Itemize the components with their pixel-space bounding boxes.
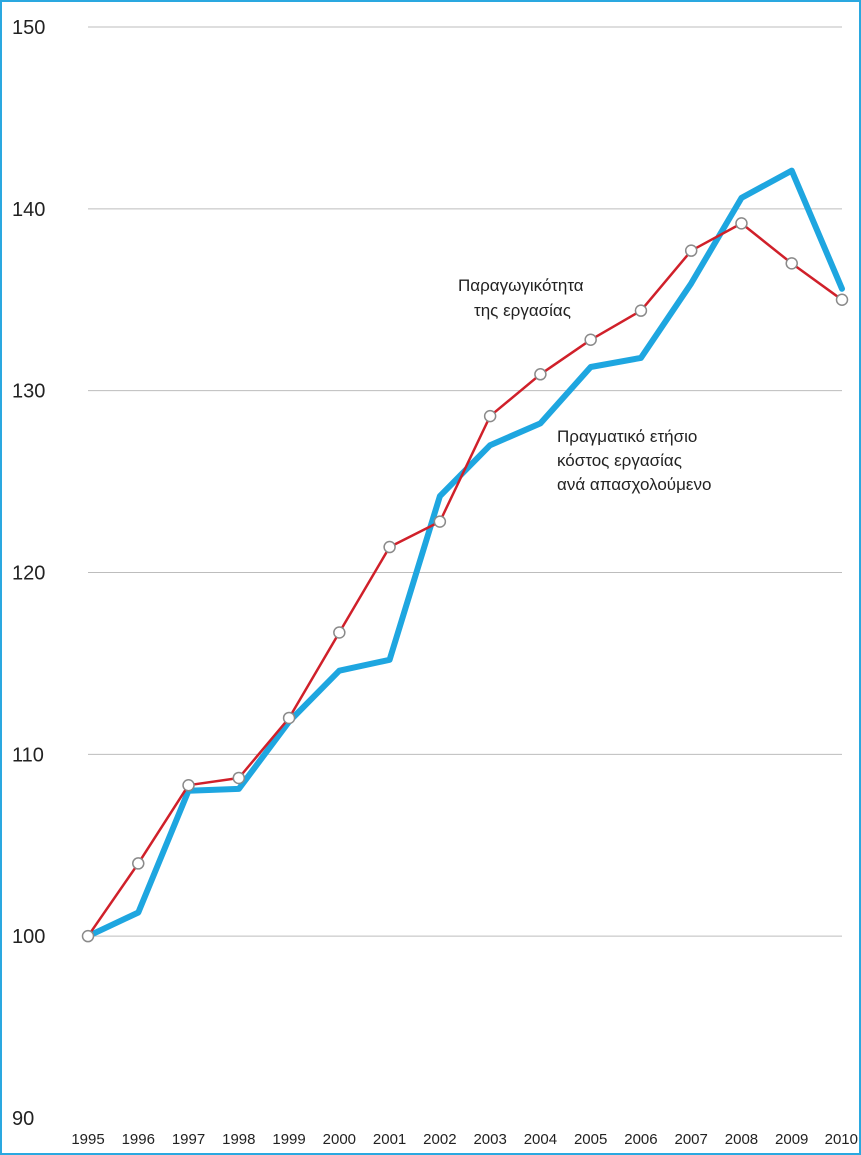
y-tick-label: 110 <box>12 744 44 766</box>
y-tick-label: 150 <box>12 17 45 39</box>
data-point-productivity <box>183 780 194 791</box>
y-tick-label: 120 <box>12 563 45 585</box>
y-tick-label: 100 <box>12 926 45 948</box>
data-point-productivity <box>837 294 848 305</box>
data-point-productivity <box>485 411 496 422</box>
data-point-productivity <box>83 931 94 942</box>
x-tick-label: 1998 <box>222 1131 255 1148</box>
data-point-productivity <box>334 627 345 638</box>
label-productivity: Παραγωγικότητα <box>458 276 584 295</box>
x-tick-label: 2005 <box>574 1131 607 1148</box>
data-point-productivity <box>686 245 697 256</box>
data-point-productivity <box>434 516 445 527</box>
label-labor-cost: κόστος εργασίας <box>557 451 682 470</box>
label-labor-cost: ανά απασχολούμενο <box>557 475 711 494</box>
x-tick-label: 2010 <box>825 1131 858 1148</box>
data-point-productivity <box>384 542 395 553</box>
x-tick-label: 2007 <box>675 1131 708 1148</box>
data-point-productivity <box>233 772 244 783</box>
x-tick-label: 1996 <box>122 1131 155 1148</box>
x-tick-label: 2003 <box>473 1131 506 1148</box>
series-line-productivity <box>88 223 842 936</box>
data-point-productivity <box>736 218 747 229</box>
y-tick-label: 90 <box>12 1108 34 1130</box>
data-point-productivity <box>635 305 646 316</box>
data-point-productivity <box>133 858 144 869</box>
x-tick-label: 2008 <box>725 1131 758 1148</box>
y-tick-label: 140 <box>12 199 45 221</box>
x-tick-label: 2009 <box>775 1131 808 1148</box>
x-tick-label: 2001 <box>373 1131 406 1148</box>
x-tick-label: 1999 <box>272 1131 305 1148</box>
x-tick-label: 2004 <box>524 1131 557 1148</box>
x-tick-label: 2000 <box>323 1131 356 1148</box>
data-point-productivity <box>585 334 596 345</box>
gridlines <box>88 27 842 936</box>
x-tick-label: 1997 <box>172 1131 205 1148</box>
data-point-productivity <box>786 258 797 269</box>
series-productivity <box>83 218 848 942</box>
label-productivity: της εργασίας <box>474 301 571 320</box>
data-point-productivity <box>535 369 546 380</box>
label-labor-cost: Πραγματικό ετήσιο <box>557 427 697 446</box>
x-tick-label: 2002 <box>423 1131 456 1148</box>
x-tick-label: 1995 <box>71 1131 104 1148</box>
x-tick-label: 2006 <box>624 1131 657 1148</box>
data-point-productivity <box>284 712 295 723</box>
y-tick-label: 130 <box>12 381 45 403</box>
y-axis-ticks: 90 100 110 120 130 140 150 <box>12 17 45 1130</box>
x-axis-ticks: 1995 1996 1997 1998 1999 2000 2001 2002 2003 2004… <box>71 1131 858 1148</box>
